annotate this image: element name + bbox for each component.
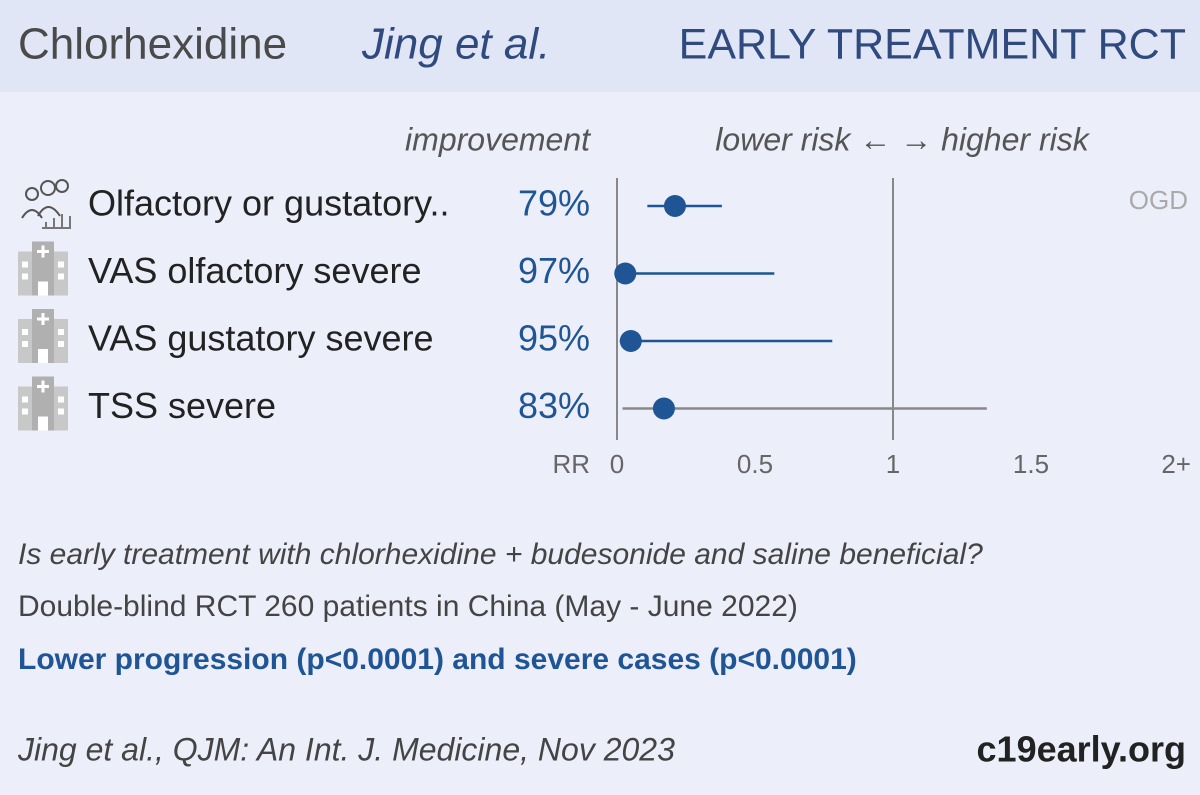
row-label: VAS gustatory severe [88, 318, 434, 359]
x-tick-label: 0.5 [737, 449, 773, 479]
column-header: improvement [405, 121, 591, 157]
hospital-icon [18, 309, 68, 363]
improvement-label: 83% [518, 385, 590, 426]
icon-part [37, 313, 49, 325]
annotation: OGD [1129, 185, 1188, 215]
icon-part [58, 396, 64, 403]
improvement-label: 95% [518, 318, 590, 359]
conclusion: Lower progression (p<0.0001) and severe … [18, 643, 857, 676]
point-estimate [614, 262, 637, 285]
icon-part [38, 281, 48, 296]
icon-part [58, 273, 64, 280]
icon-part [32, 309, 54, 363]
improvement-label: 79% [518, 183, 590, 224]
study-type: EARLY TREATMENT RCT [679, 20, 1186, 68]
icon-part [22, 261, 28, 268]
hospital-icon [18, 376, 68, 431]
point-estimate [663, 195, 686, 217]
x-tick-label: 0 [610, 449, 624, 479]
row-label: Olfactory or gustatory.. [88, 183, 449, 224]
icon-part [32, 241, 54, 296]
icon-part [58, 329, 64, 335]
icon-part [22, 341, 28, 347]
icon-part [22, 273, 28, 280]
x-axis-label: RR [552, 449, 590, 479]
question: Is early treatment with chlorhexidine + … [18, 538, 983, 571]
x-tick-label: 1 [886, 449, 900, 479]
study-title: Jing et al. [361, 20, 550, 69]
point-estimate [652, 397, 675, 420]
row-label: VAS olfactory severe [88, 250, 421, 291]
x-tick-label: 1.5 [1013, 449, 1049, 479]
citation: Jing et al., QJM: An Int. J. Medicine, N… [17, 731, 675, 767]
icon-part [37, 380, 49, 393]
direction-label: lower risk ← → higher risk [715, 121, 1090, 157]
header-band [0, 0, 1200, 92]
x-tick-label: 2+ [1161, 449, 1191, 479]
icon-part [22, 329, 28, 335]
hospital-icon [18, 241, 68, 296]
icon-part [22, 408, 28, 415]
icon-part [38, 349, 48, 363]
brand: c19early.org [977, 729, 1186, 770]
people-icon [21, 179, 71, 229]
icon-part [32, 376, 54, 431]
row-label: TSS severe [88, 385, 276, 426]
point-estimate [619, 330, 642, 352]
icon-part [58, 341, 64, 347]
improvement-label: 97% [518, 250, 590, 291]
icon-part [38, 416, 48, 431]
icons [21, 179, 71, 229]
icon-part [58, 408, 64, 415]
details: Double-blind RCT 260 patients in China (… [18, 590, 798, 623]
icon-part [37, 245, 49, 258]
drug-title: Chlorhexidine [18, 20, 287, 69]
icon-part [58, 261, 64, 268]
icon-part [22, 396, 28, 403]
